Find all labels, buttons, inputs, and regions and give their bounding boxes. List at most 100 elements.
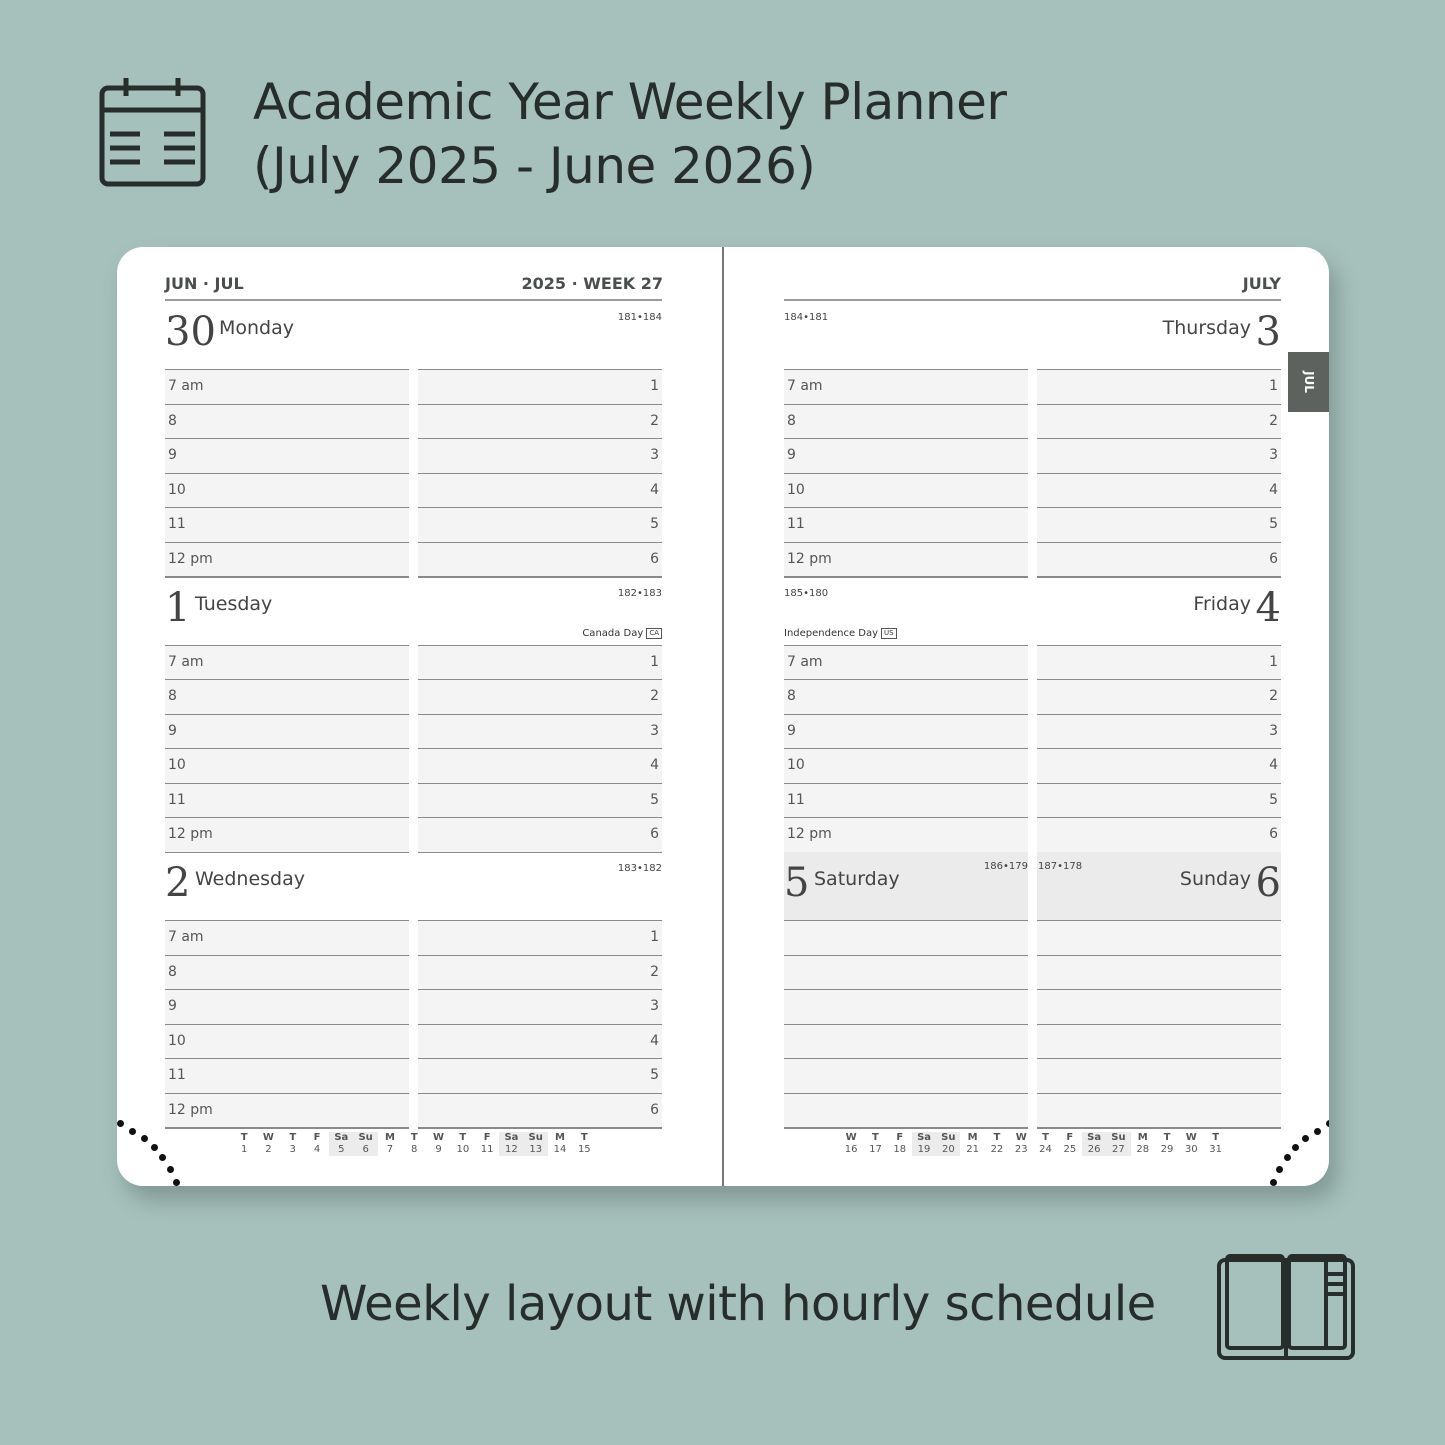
date-number: 5 [338, 1144, 345, 1155]
hour-slot[interactable] [1037, 920, 1281, 955]
hour-slot[interactable]: 6 [418, 817, 662, 852]
hour-slot[interactable]: 3 [418, 989, 662, 1024]
hour-label: 10 [168, 1032, 186, 1049]
hour-slot[interactable]: 5 [418, 1058, 662, 1093]
decorative-dot [1270, 1179, 1277, 1186]
hour-slot[interactable]: 2 [1037, 403, 1281, 438]
hour-slot[interactable]: 7 am [165, 369, 409, 404]
hour-slot[interactable] [784, 1092, 1028, 1127]
date-number: 11 [480, 1144, 494, 1155]
hour-slot[interactable]: 8 [165, 954, 409, 989]
hour-slot[interactable]: 11 [784, 782, 1028, 817]
hour-slot[interactable]: 2 [418, 954, 662, 989]
hour-label: 8 [168, 688, 177, 704]
hour-slot[interactable]: 3 [1037, 713, 1281, 748]
divider [418, 851, 662, 853]
hour-slot[interactable]: 4 [418, 748, 662, 783]
header-divider [165, 299, 662, 301]
hour-slot[interactable]: 9 [784, 438, 1028, 473]
hour-slot[interactable]: 11 [165, 507, 409, 542]
hour-slot[interactable]: 10 [784, 472, 1028, 507]
hour-slot[interactable]: 1 [418, 920, 662, 955]
hour-slot[interactable]: 2 [418, 679, 662, 714]
hour-slot[interactable]: 10 [784, 748, 1028, 783]
weekday-letter: M [384, 1132, 395, 1143]
hour-slot[interactable]: 3 [1037, 438, 1281, 473]
hour-slot[interactable] [784, 954, 1028, 989]
hour-slot[interactable]: 3 [418, 713, 662, 748]
hour-slot[interactable] [1037, 1092, 1281, 1127]
hour-slot[interactable]: 7 am [165, 920, 409, 955]
hour-slot[interactable]: 4 [418, 472, 662, 507]
day-name: Monday [219, 317, 295, 339]
hour-slot[interactable]: 8 [784, 403, 1028, 438]
hour-slot[interactable]: 10 [165, 472, 409, 507]
hour-slot[interactable]: 12 pm [784, 541, 1028, 576]
hour-slot[interactable]: 8 [165, 403, 409, 438]
date-number: 28 [1136, 1144, 1150, 1155]
hour-slot[interactable] [1037, 1023, 1281, 1058]
hour-slot[interactable]: 9 [784, 713, 1028, 748]
hour-slot[interactable]: 8 [784, 679, 1028, 714]
tab-label: JUL [1301, 371, 1316, 393]
hour-slot[interactable] [784, 989, 1028, 1024]
hour-slot[interactable] [1037, 1058, 1281, 1093]
hour-slot[interactable]: 1 [1037, 369, 1281, 404]
hour-slot[interactable]: 1 [1037, 644, 1281, 679]
month-tab-jul[interactable]: JUL [1288, 352, 1329, 412]
hour-slot[interactable] [1037, 954, 1281, 989]
day-name: Wednesday [195, 868, 306, 890]
hour-slot[interactable]: 12 pm [165, 1092, 409, 1127]
day-name: Thursday [1162, 317, 1251, 339]
hour-slot[interactable]: 8 [165, 679, 409, 714]
hour-slot[interactable]: 5 [418, 507, 662, 542]
weekday-letter: Sa [917, 1132, 932, 1143]
hour-slot[interactable] [784, 1023, 1028, 1058]
hour-label: 9 [787, 722, 796, 739]
hour-slot[interactable]: 7 am [165, 644, 409, 679]
hour-label: 2 [1269, 412, 1278, 429]
hour-slot[interactable]: 6 [1037, 817, 1281, 852]
hour-slot[interactable]: 11 [165, 1058, 409, 1093]
hour-slot[interactable] [1037, 989, 1281, 1024]
hour-slot[interactable]: 12 pm [165, 541, 409, 576]
divider [1037, 1127, 1281, 1129]
date-number: 1 [240, 1144, 248, 1155]
hour-slot[interactable]: 5 [418, 782, 662, 817]
hour-slot[interactable]: 2 [418, 403, 662, 438]
hour-slot[interactable]: 9 [165, 713, 409, 748]
hour-slot[interactable]: 10 [165, 748, 409, 783]
hour-slot[interactable]: 12 pm [784, 817, 1028, 852]
holiday-name: Canada Day [582, 627, 644, 639]
hour-slot[interactable]: 4 [1037, 472, 1281, 507]
hour-slot[interactable]: 6 [418, 1092, 662, 1127]
hour-slot[interactable]: 2 [1037, 679, 1281, 714]
hour-slot[interactable]: 7 am [784, 369, 1028, 404]
day-number: 3 [1255, 309, 1281, 355]
hour-label: 1 [650, 929, 659, 945]
hour-slot[interactable]: 4 [1037, 748, 1281, 783]
hour-slot[interactable]: 7 am [784, 644, 1028, 679]
calendar-icon [99, 78, 206, 187]
hour-slot[interactable]: 4 [418, 1023, 662, 1058]
hour-slot[interactable]: 12 pm [165, 817, 409, 852]
hour-slot[interactable]: 5 [1037, 782, 1281, 817]
hour-label: 10 [168, 481, 186, 498]
hour-slot[interactable]: 3 [418, 438, 662, 473]
title-line-1: Academic Year Weekly Planner [253, 73, 1007, 131]
hour-label: 7 am [168, 378, 204, 394]
hour-slot[interactable]: 11 [165, 782, 409, 817]
day-number: 6 [1255, 860, 1281, 906]
hour-slot[interactable] [784, 920, 1028, 955]
hour-slot[interactable]: 1 [418, 369, 662, 404]
hour-slot[interactable]: 6 [418, 541, 662, 576]
hour-slot[interactable]: 1 [418, 644, 662, 679]
hour-slot[interactable]: 9 [165, 989, 409, 1024]
hour-slot[interactable]: 11 [784, 507, 1028, 542]
hour-slot[interactable]: 6 [1037, 541, 1281, 576]
hour-slot[interactable]: 9 [165, 438, 409, 473]
hour-slot[interactable] [784, 1058, 1028, 1093]
weekday-letter: T [1212, 1132, 1220, 1143]
hour-slot[interactable]: 10 [165, 1023, 409, 1058]
hour-slot[interactable]: 5 [1037, 507, 1281, 542]
